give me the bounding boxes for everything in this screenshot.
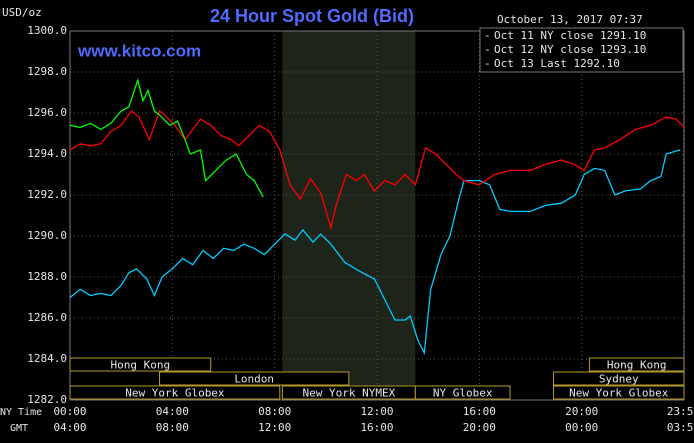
y-tick-label: 1296.0 [27, 106, 67, 119]
legend-marker: - [484, 57, 491, 70]
legend-marker: - [484, 29, 491, 42]
y-tick-label: 1294.0 [27, 147, 67, 160]
session-bar [553, 371, 685, 386]
session-bar [69, 357, 212, 372]
gmt-tick-label: 00:00 [565, 421, 598, 434]
y-tick-label: 1288.0 [27, 270, 67, 283]
session-bar [588, 357, 685, 372]
x-tick-label: 16:00 [463, 405, 496, 418]
session-bar [553, 385, 685, 400]
y-tick-label: 1300.0 [27, 24, 67, 37]
session-bar [159, 371, 350, 386]
x-tick-label: 20:00 [565, 405, 598, 418]
session-label: London [234, 373, 274, 386]
series-line [69, 77, 264, 198]
y-unit: USD/oz [2, 6, 42, 19]
shaded-region [282, 31, 416, 400]
x-row-label: GMT [10, 423, 28, 434]
gmt-tick-label: 16:00 [360, 421, 393, 434]
series-line [69, 149, 681, 356]
x-tick-label: 12:00 [360, 405, 393, 418]
y-tick-label: 1284.0 [27, 352, 67, 365]
gmt-tick-label: 04:00 [53, 421, 86, 434]
session-label: Hong Kong [111, 359, 171, 372]
session-label: New York NYMEX [302, 387, 395, 400]
x-tick-label: 08:00 [258, 405, 291, 418]
y-tick-label: 1286.0 [27, 311, 67, 324]
legend-marker: - [484, 43, 491, 56]
gmt-tick-label: 20:00 [463, 421, 496, 434]
y-tick-label: 1292.0 [27, 188, 67, 201]
series-line [69, 109, 685, 231]
y-tick-label: 1282.0 [27, 393, 67, 406]
session-bar [414, 385, 511, 400]
x-tick-label: 23:59 [667, 405, 694, 418]
x-tick-label: 00:00 [53, 405, 86, 418]
x-tick-label: 04:00 [156, 405, 189, 418]
gmt-tick-label: 12:00 [258, 421, 291, 434]
session-label: New York Globex [125, 387, 225, 400]
chart-title: 24 Hour Spot Gold (Bid) [210, 6, 414, 26]
legend-label: Oct 12 NY close 1293.10 [494, 43, 646, 56]
y-tick-label: 1290.0 [27, 229, 67, 242]
legend-box [479, 27, 684, 73]
timestamp: October 13, 2017 07:37 [497, 13, 643, 26]
gmt-tick-label: 08:00 [156, 421, 189, 434]
session-label: NY Globex [433, 387, 493, 400]
session-label: New York Globex [569, 387, 669, 400]
watermark: www.kitco.com [77, 41, 201, 60]
legend-label: Oct 11 NY close 1291.10 [494, 29, 646, 42]
legend-label: Oct 13 Last 1292.10 [494, 57, 620, 70]
session-label: Sydney [599, 373, 639, 386]
plot-border [69, 30, 685, 401]
x-row-label: NY Time [0, 407, 42, 418]
gmt-tick-label: 03:59 [667, 421, 694, 434]
session-bar [69, 385, 281, 400]
session-label: Hong Kong [607, 359, 667, 372]
y-tick-label: 1298.0 [27, 65, 67, 78]
